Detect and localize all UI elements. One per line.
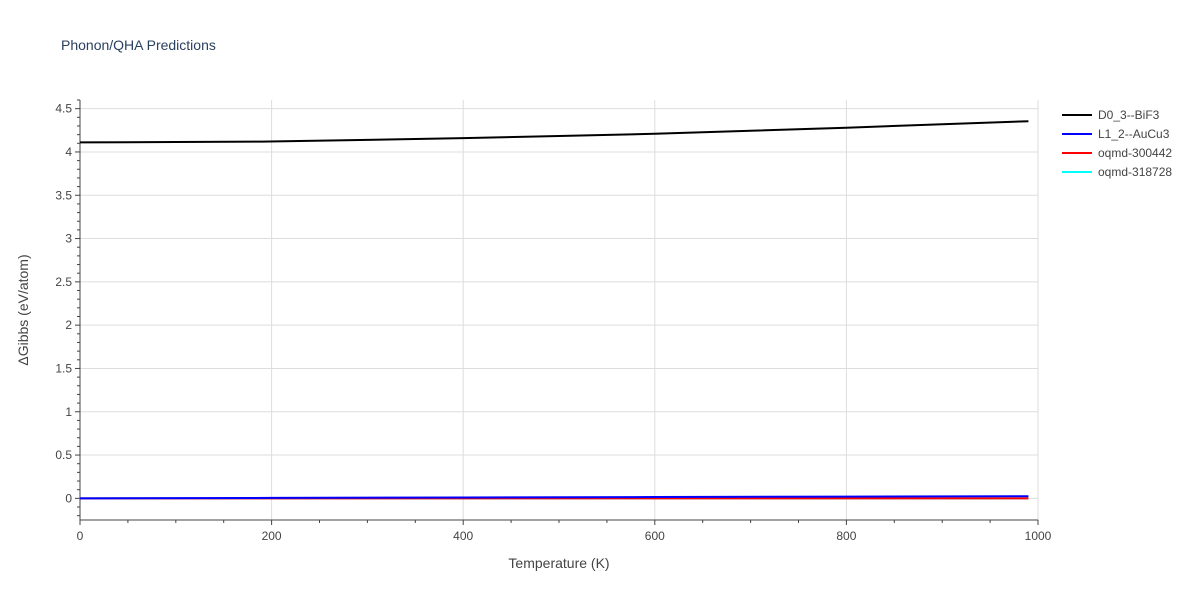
legend-label: oqmd-300442 — [1098, 146, 1172, 160]
grid-layer — [80, 100, 1039, 520]
legend-label: L1_2--AuCu3 — [1098, 127, 1170, 141]
y-tick-label: 0.5 — [55, 448, 72, 462]
y-tick-label: 0 — [65, 491, 72, 505]
x-tick-label: 1000 — [1025, 529, 1052, 543]
legend: D0_3--BiF3 L1_2--AuCu3 oqmd-300442 oqmd-318… — [1062, 108, 1172, 179]
y-axis-title: ΔGibbs (eV/atom) — [15, 254, 31, 365]
legend-label: oqmd-318728 — [1098, 165, 1172, 179]
y-tick-label: 3 — [65, 232, 72, 246]
y-tick-label: 2.5 — [55, 275, 72, 289]
x-tick-label: 400 — [453, 529, 473, 543]
chart-title: Phonon/QHA Predictions — [61, 37, 216, 53]
y-tick-label: 1.5 — [55, 361, 72, 375]
series-layer — [79, 120, 1029, 500]
y-tick-label: 3.5 — [55, 188, 72, 202]
x-tick-label: 600 — [645, 529, 665, 543]
series-line-L1_2--AuCu3 — [79, 495, 1029, 500]
y-tick-label: 2 — [65, 318, 72, 332]
y-tick-label: 4 — [65, 145, 72, 159]
series-line-D0_3--BiF3 — [79, 120, 1029, 144]
legend-label: D0_3--BiF3 — [1098, 108, 1160, 122]
axis-layer: 0 200 400 600 800 1000 0 0.5 1 1.5 2 2.5 3 3.5 4 4.5 — [55, 99, 1052, 543]
x-tick-label: 200 — [262, 529, 282, 543]
y-tick-label: 1 — [65, 405, 72, 419]
x-tick-label: 800 — [836, 529, 856, 543]
x-tick-label: 0 — [77, 529, 84, 543]
y-tick-label: 4.5 — [55, 102, 72, 116]
x-axis-title: Temperature (K) — [508, 555, 609, 571]
